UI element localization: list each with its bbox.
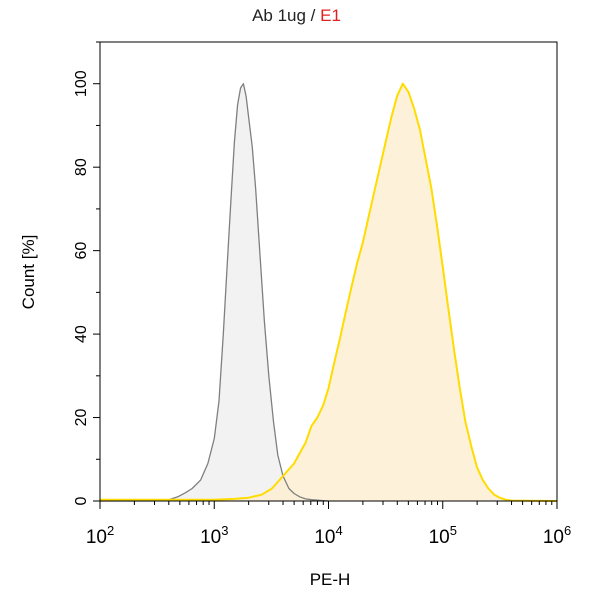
x-axis-label: PE-H bbox=[310, 570, 351, 589]
x-tick-label: 104 bbox=[314, 523, 342, 548]
title-sample: E1 bbox=[320, 6, 341, 25]
x-axis: 102 103 104 105 106 bbox=[86, 501, 571, 548]
y-tick-label: 60 bbox=[73, 242, 90, 260]
sample-line bbox=[100, 82, 558, 502]
x-tick-label: 105 bbox=[429, 523, 457, 548]
x-tick-label: 103 bbox=[200, 523, 228, 548]
y-axis: 0 20 40 60 80 100 bbox=[73, 41, 100, 505]
y-axis-label: Count [%] bbox=[19, 235, 38, 310]
series-lines bbox=[100, 82, 558, 502]
y-tick-label: 80 bbox=[73, 158, 90, 176]
title-antibody: Ab 1ug bbox=[252, 6, 306, 25]
series-fills bbox=[100, 83, 557, 501]
y-tick-label: 0 bbox=[73, 496, 90, 505]
sample-area bbox=[100, 83, 557, 501]
y-tick-label: 20 bbox=[73, 409, 90, 427]
y-tick-label: 100 bbox=[73, 70, 90, 97]
chart-title: Ab 1ug / E1 bbox=[0, 6, 593, 26]
x-tick-label: 106 bbox=[543, 523, 571, 548]
control-line bbox=[100, 83, 329, 502]
x-tick-label: 102 bbox=[86, 523, 114, 548]
title-separator: / bbox=[305, 6, 321, 25]
y-tick-label: 40 bbox=[73, 325, 90, 343]
